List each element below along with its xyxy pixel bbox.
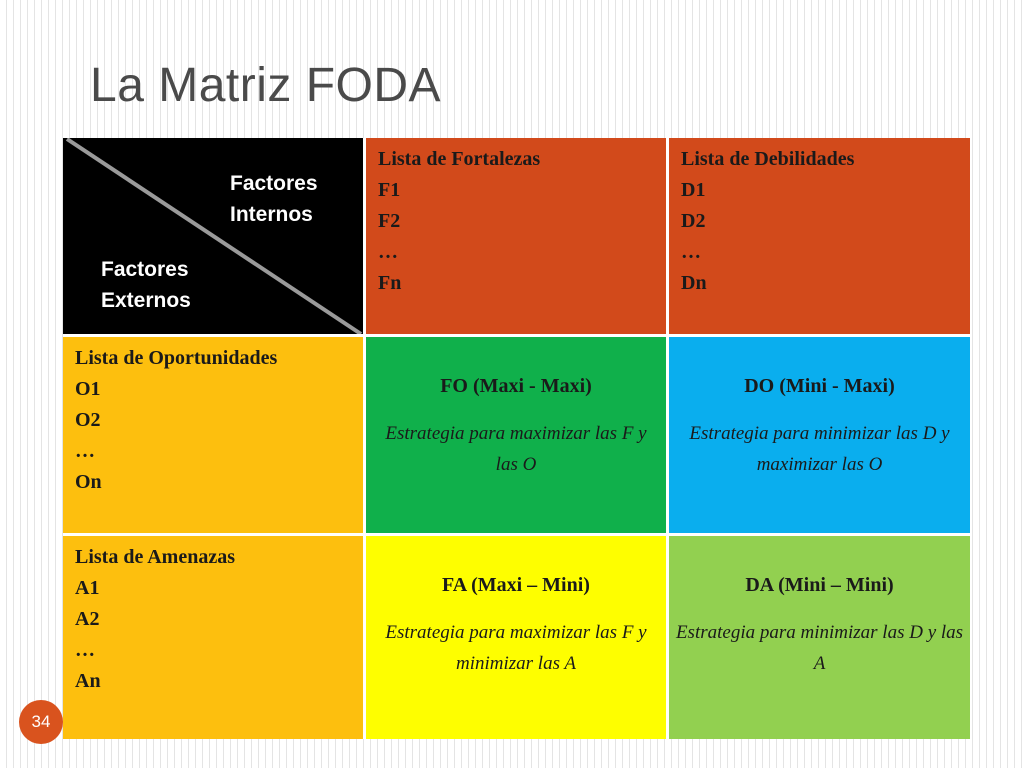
fa-strategy-description: Estrategia para maximizar las F y minimi… <box>385 622 647 674</box>
weakness-item: D1 <box>681 179 706 201</box>
foda-matrix: Factores Internos Factores Externos List… <box>63 138 970 739</box>
do-strategy-description: Estrategia para minimizar las D y maximi… <box>689 423 950 475</box>
internal-factors-label: Factores Internos <box>230 168 318 230</box>
opportunity-item: O1 <box>75 378 101 400</box>
da-strategy-description: Estrategia para minimizar las D y las A <box>675 622 964 674</box>
fo-strategy-description: Estrategia para maximizar las F y las O <box>385 423 647 475</box>
fa-strategy-cell: FA (Maxi – Mini) Estrategia para maximiz… <box>366 536 666 739</box>
threats-heading: Lista de Amenazas <box>75 546 235 568</box>
da-strategy-cell: DA (Mini – Mini) Estrategia para minimiz… <box>669 536 970 739</box>
threat-item: A2 <box>75 608 100 630</box>
opportunities-heading: Lista de Oportunidades <box>75 347 278 369</box>
strengths-heading: Lista de Fortalezas <box>378 148 541 170</box>
opportunities-cell: Lista de Oportunidades O1 O2 … On <box>63 337 363 533</box>
strength-item: Fn <box>378 272 402 294</box>
strength-item: F2 <box>378 210 401 232</box>
internal-factors-line-1: Factores <box>230 172 318 195</box>
opportunity-item: On <box>75 471 102 493</box>
opportunity-item: … <box>75 440 95 462</box>
weaknesses-heading: Lista de Debilidades <box>681 148 855 170</box>
threat-item: A1 <box>75 577 100 599</box>
threats-cell: Lista de Amenazas A1 A2 … An <box>63 536 363 739</box>
fa-strategy-heading: FA (Maxi – Mini) <box>442 574 590 596</box>
external-factors-label: Factores Externos <box>101 254 191 316</box>
external-factors-line-1: Factores <box>101 258 189 281</box>
strength-item: F1 <box>378 179 401 201</box>
threat-item: … <box>75 639 95 661</box>
da-strategy-heading: DA (Mini – Mini) <box>745 574 894 596</box>
opportunity-item: O2 <box>75 409 101 431</box>
strength-item: … <box>378 241 398 263</box>
do-strategy-heading: DO (Mini - Maxi) <box>744 375 895 397</box>
external-factors-line-2: Externos <box>101 289 191 312</box>
strengths-cell: Lista de Fortalezas F1 F2 … Fn <box>366 138 666 334</box>
internal-factors-line-2: Internos <box>230 203 313 226</box>
weakness-item: … <box>681 241 701 263</box>
diagonal-divider-line <box>65 138 363 334</box>
weakness-item: Dn <box>681 272 707 294</box>
threat-item: An <box>75 670 101 692</box>
slide-title: La Matriz FODA <box>90 59 442 112</box>
do-strategy-cell: DO (Mini - Maxi) Estrategia para minimiz… <box>669 337 970 533</box>
fo-strategy-heading: FO (Maxi - Maxi) <box>440 375 592 397</box>
weaknesses-cell: Lista de Debilidades D1 D2 … Dn <box>669 138 970 334</box>
page-number-badge: 34 <box>19 700 63 744</box>
matrix-corner-header: Factores Internos Factores Externos <box>63 138 363 334</box>
weakness-item: D2 <box>681 210 706 232</box>
fo-strategy-cell: FO (Maxi - Maxi) Estrategia para maximiz… <box>366 337 666 533</box>
